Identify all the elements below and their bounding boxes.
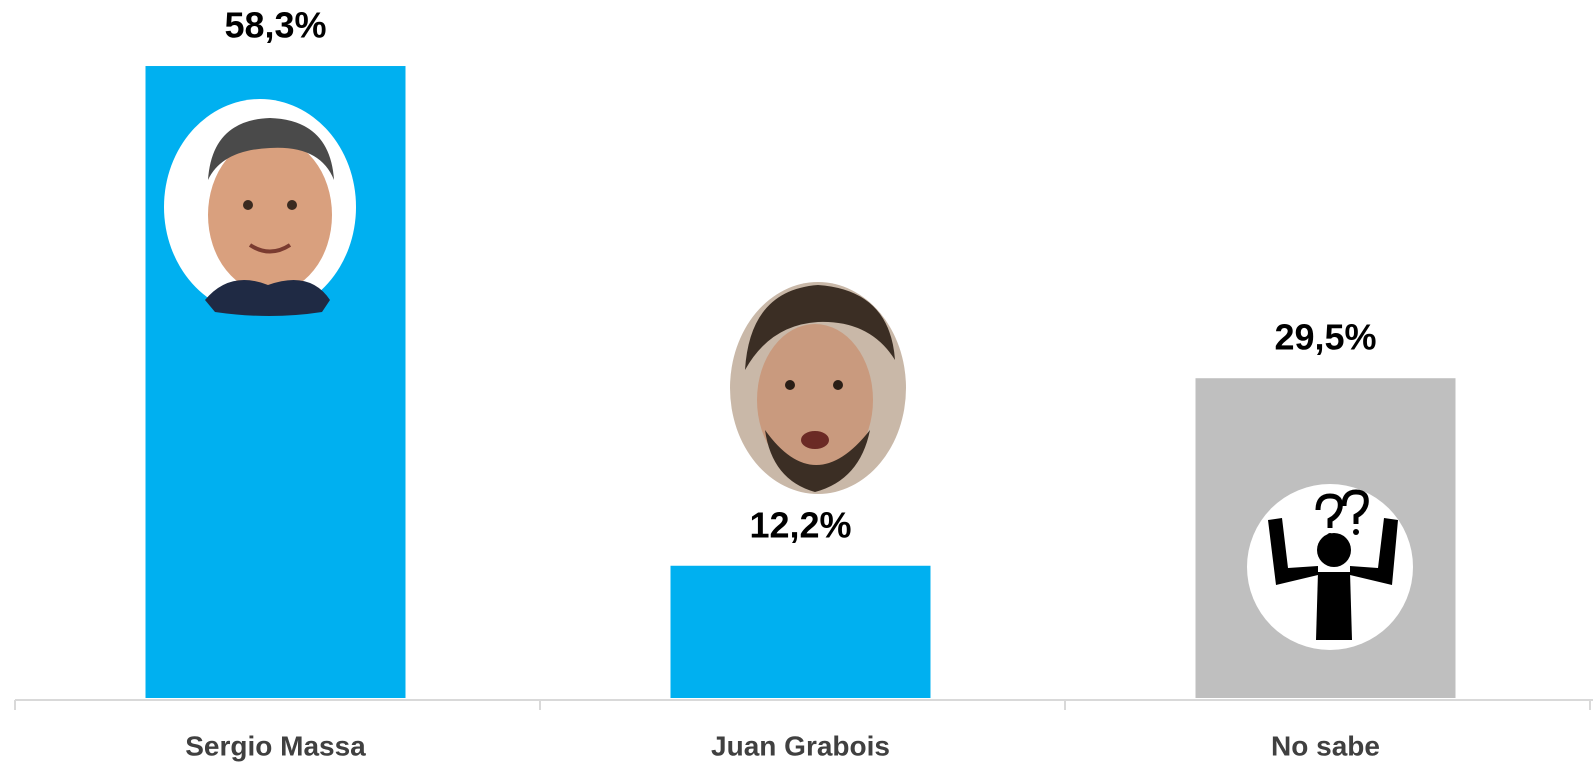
x-tick-label: Sergio Massa xyxy=(185,730,366,761)
value-label: 29,5% xyxy=(1274,317,1376,358)
portrait-grabois xyxy=(730,282,906,494)
value-label: 58,3% xyxy=(224,5,326,46)
portrait-massa xyxy=(164,99,356,316)
x-tick-label: Juan Grabois xyxy=(711,730,890,761)
value-label: 12,2% xyxy=(749,504,851,545)
bar xyxy=(671,566,931,698)
unknown-icon xyxy=(1247,484,1413,650)
x-tick-label: No sabe xyxy=(1271,730,1380,761)
chart: 58,3% Sergio Massa 12,2% Juan Grabois 29,5% N… xyxy=(0,0,1593,776)
page: {"chart_data": {"type": "bar", "categori… xyxy=(0,0,1593,776)
